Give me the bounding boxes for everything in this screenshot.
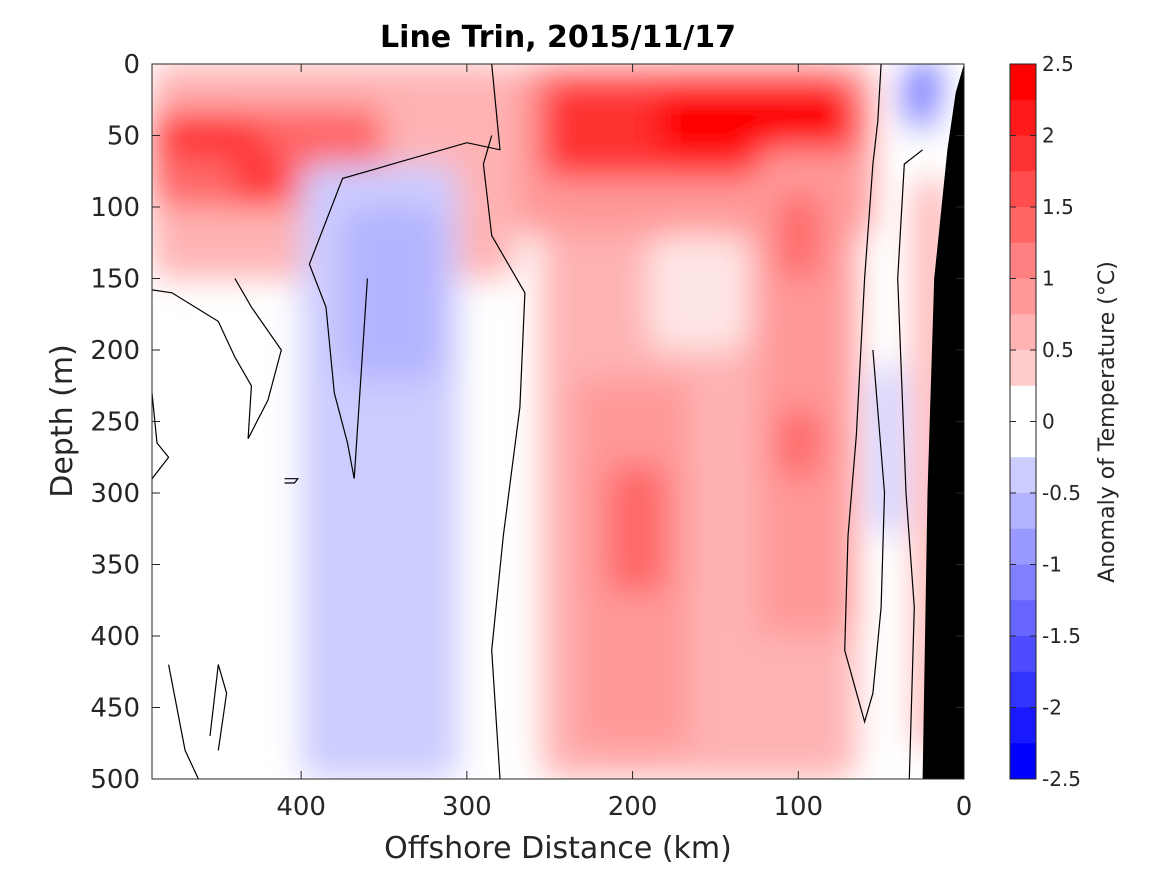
colorbar-band xyxy=(1010,743,1036,780)
colorbar-band xyxy=(1010,350,1036,387)
colorbar-tick-label: -2 xyxy=(1042,696,1062,720)
x-tick-label: 200 xyxy=(608,792,658,822)
colorbar-tick-label: -1 xyxy=(1042,553,1062,577)
x-tick-label: 300 xyxy=(442,792,492,822)
zero-contour-line xyxy=(844,64,886,724)
colorbar-band xyxy=(1010,528,1036,565)
anomaly-patch xyxy=(342,207,442,379)
plot-area xyxy=(152,64,964,779)
zero-contour-line xyxy=(284,478,300,484)
y-tick-label: 150 xyxy=(90,265,140,295)
colorbar-band xyxy=(1010,421,1036,458)
colorbar-band xyxy=(1010,135,1036,172)
zero-contour-line xyxy=(152,392,170,480)
x-axis-ticks: 400 300 200 100 0 xyxy=(276,64,972,822)
y-tick-label: 350 xyxy=(90,551,140,581)
y-tick-label: 200 xyxy=(90,336,140,366)
colorbar-tick-label: -2.5 xyxy=(1042,767,1081,791)
anomaly-patch xyxy=(607,464,666,594)
zero-contour-line xyxy=(168,664,199,779)
colorbar-band xyxy=(1010,457,1036,494)
y-tick-label: 450 xyxy=(90,694,140,724)
x-axis-label: Offshore Distance (km) xyxy=(384,831,732,866)
y-tick-label: 0 xyxy=(123,50,140,80)
zero-contour-line xyxy=(482,135,526,779)
zero-contour-line xyxy=(897,149,923,779)
y-tick-label: 250 xyxy=(90,408,140,438)
colorbar-band xyxy=(1010,171,1036,208)
y-axis-ticks: 0 50 100 150 200 250 300 350 400 450 500 xyxy=(90,50,964,795)
colorbar-band xyxy=(1010,278,1036,315)
colorbar-tick-label: -0.5 xyxy=(1042,481,1081,505)
colorbar: 2.5 2 1.5 1 0.5 0 -0.5 -1 -1.5 -2 -2.5 xyxy=(1009,52,1081,791)
y-tick-label: 300 xyxy=(90,479,140,509)
x-tick-label: 400 xyxy=(276,792,326,822)
colorbar-band xyxy=(1010,707,1036,744)
colorbar-band xyxy=(1010,314,1036,351)
y-tick-label: 500 xyxy=(90,765,140,795)
anomaly-patch xyxy=(657,85,857,157)
anomaly-patch xyxy=(917,64,938,93)
colorbar-band xyxy=(1010,636,1036,673)
y-tick-label: 100 xyxy=(90,193,140,223)
anomaly-patch xyxy=(160,124,260,153)
colorbar-band xyxy=(1010,242,1036,279)
colorbar-tick-label: 1.5 xyxy=(1042,195,1074,219)
anomaly-patch xyxy=(778,407,820,479)
anomaly-field xyxy=(152,64,948,779)
y-tick-label: 400 xyxy=(90,622,140,652)
y-axis-label: Depth (m) xyxy=(45,344,80,498)
zero-contour-line xyxy=(308,64,501,479)
colorbar-band xyxy=(1010,564,1036,601)
anomaly-patch xyxy=(234,149,285,207)
zero-contour-line xyxy=(209,664,228,751)
x-tick-label: 0 xyxy=(956,792,973,822)
colorbar-band xyxy=(1010,600,1036,637)
colorbar-band xyxy=(1010,493,1036,530)
anomaly-patch xyxy=(778,192,820,279)
colorbar-band xyxy=(1010,385,1036,422)
colorbar-band xyxy=(1010,99,1036,136)
bathymetry-mask xyxy=(922,64,964,779)
zero-contour-line xyxy=(152,278,282,439)
colorbar-tick-label: 0.5 xyxy=(1042,338,1074,362)
chart-title: Line Trin, 2015/11/17 xyxy=(380,20,736,55)
anomaly-patch xyxy=(756,149,857,637)
zero-contours xyxy=(152,64,923,779)
y-tick-label: 50 xyxy=(107,122,140,152)
colorbar-band xyxy=(1010,207,1036,244)
anomaly-patch xyxy=(649,235,749,350)
colorbar-tick-label: 1 xyxy=(1042,267,1055,291)
colorbar-tick-label: 2 xyxy=(1042,124,1055,148)
x-tick-label: 100 xyxy=(773,792,823,822)
colorbar-label: Anomaly of Temperature (°C) xyxy=(1095,261,1120,583)
colorbar-tick-label: 2.5 xyxy=(1042,52,1074,76)
colorbar-band xyxy=(1010,671,1036,708)
colorbar-tick-label: -1.5 xyxy=(1042,624,1081,648)
anomaly-patch xyxy=(872,364,903,536)
colorbar-tick-label: 0 xyxy=(1042,410,1055,434)
colorbar-band xyxy=(1010,64,1036,101)
